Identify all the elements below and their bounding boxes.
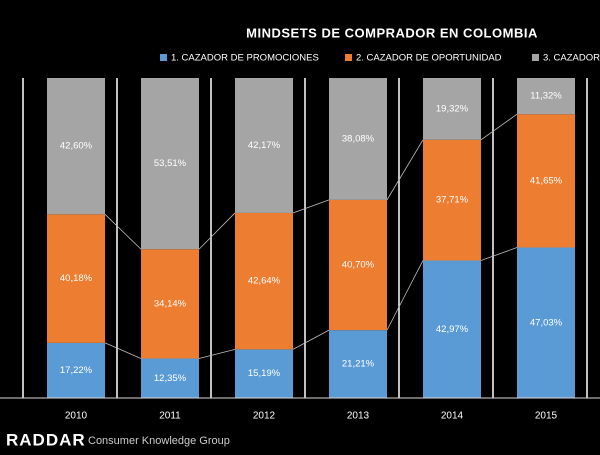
data-label: 17,22% bbox=[60, 365, 93, 376]
legend-label: 3. CAZADOR bbox=[543, 53, 600, 64]
data-label: 12,35% bbox=[154, 373, 187, 384]
data-label: 19,32% bbox=[436, 103, 469, 114]
bar-segment bbox=[423, 260, 481, 398]
legend-swatch bbox=[160, 54, 167, 61]
series-connector bbox=[104, 342, 142, 359]
data-label: 42,60% bbox=[60, 141, 93, 152]
data-label: 40,18% bbox=[60, 273, 93, 284]
data-label: 42,97% bbox=[436, 324, 469, 335]
data-label: 37,71% bbox=[436, 195, 469, 206]
series-connector bbox=[480, 247, 518, 261]
series-connector bbox=[292, 329, 330, 350]
legend-swatch bbox=[345, 54, 352, 61]
series-connector bbox=[198, 349, 236, 359]
logo: RADDAR bbox=[6, 430, 86, 449]
bar-segment bbox=[517, 114, 575, 248]
data-label: 42,17% bbox=[248, 140, 281, 151]
bar-segment bbox=[329, 199, 387, 331]
series-connector bbox=[480, 113, 518, 141]
data-label: 15,19% bbox=[248, 368, 281, 379]
legend-swatch bbox=[532, 54, 539, 61]
data-label: 42,64% bbox=[248, 276, 281, 287]
x-tick-label: 2011 bbox=[159, 411, 181, 422]
legend-label: 1. CAZADOR DE PROMOCIONES bbox=[171, 53, 319, 64]
data-label: 53,51% bbox=[154, 158, 187, 169]
bar-segment bbox=[423, 139, 481, 261]
series-connector bbox=[104, 214, 142, 250]
bar-segment bbox=[47, 342, 105, 398]
bar-segment bbox=[329, 78, 387, 200]
data-label: 47,03% bbox=[530, 317, 563, 328]
chart-title: MINDSETS DE COMPRADOR EN COLOMBIA bbox=[246, 25, 538, 40]
x-tick-label: 2012 bbox=[253, 411, 276, 422]
data-label: 21,21% bbox=[342, 359, 375, 370]
legend-label: 2. CAZADOR DE OPORTUNIDAD bbox=[356, 53, 502, 64]
legend: 1. CAZADOR DE PROMOCIONES 2. CAZADOR DE O… bbox=[160, 53, 600, 64]
data-label: 34,14% bbox=[154, 298, 187, 309]
series-connector bbox=[198, 212, 236, 250]
series-connector bbox=[386, 139, 424, 201]
bar-segment bbox=[141, 78, 199, 250]
series-connector bbox=[292, 199, 330, 214]
x-tick-label: 2014 bbox=[441, 411, 464, 422]
bar-segment bbox=[47, 78, 105, 215]
bar-segment bbox=[141, 358, 199, 398]
data-label: 41,65% bbox=[530, 175, 563, 186]
data-label: 40,70% bbox=[342, 260, 375, 271]
bar-segment bbox=[235, 212, 293, 350]
data-label: 11,32% bbox=[530, 91, 562, 102]
x-tick-label: 2010 bbox=[65, 411, 88, 422]
bar-segment bbox=[517, 247, 575, 398]
x-tick-label: 2013 bbox=[347, 411, 370, 422]
bar-segment bbox=[235, 78, 293, 213]
bar-segment bbox=[235, 349, 293, 398]
x-tick-label: 2015 bbox=[535, 411, 558, 422]
bar-segment bbox=[423, 78, 481, 140]
series-connector bbox=[386, 260, 424, 331]
bar-segment bbox=[329, 330, 387, 398]
bar-segment bbox=[47, 214, 105, 343]
bar-segment bbox=[141, 249, 199, 359]
bar-segment bbox=[517, 78, 575, 115]
data-label: 38,08% bbox=[342, 133, 375, 144]
brand: Consumer Knowledge Group bbox=[88, 435, 230, 447]
